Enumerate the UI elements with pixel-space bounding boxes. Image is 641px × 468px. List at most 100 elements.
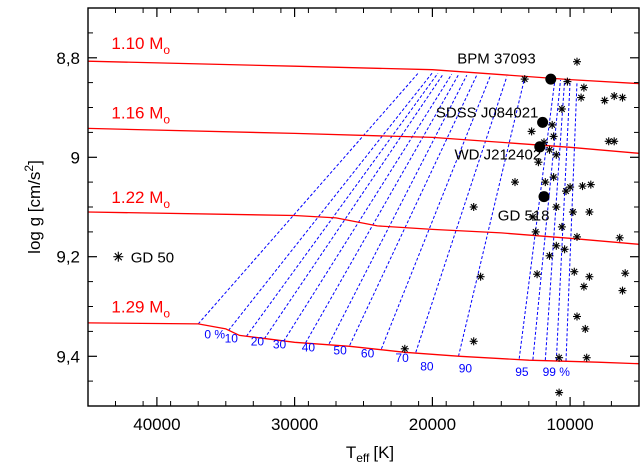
crystallization-line-40 <box>283 73 453 342</box>
label-bpm-37093: BPM 37093 <box>457 51 535 68</box>
crystallization-line-15 <box>555 81 571 361</box>
mass-track-label-2: 1.16 Mo <box>111 103 170 126</box>
star-marker-21 <box>541 178 550 187</box>
mass-track-label-subscript: o <box>163 112 170 126</box>
star-marker-44 <box>618 286 627 295</box>
star-marker-38 <box>533 270 542 279</box>
star-marker-51 <box>555 388 564 397</box>
star-marker-46 <box>581 324 590 333</box>
star-marker-36 <box>615 233 624 242</box>
star-marker-7 <box>600 96 609 105</box>
mass-track-label-value: 1.16 M <box>111 103 163 122</box>
star-marker-24 <box>566 183 575 192</box>
crystallization-line-60 <box>328 74 468 345</box>
crystallization-label-95: 95 <box>515 365 529 379</box>
mass-track-label-1: 1.10 Mo <box>111 34 170 57</box>
crystallization-label-0: 0 % <box>204 327 225 341</box>
mass-track-label-subscript: o <box>163 307 170 321</box>
x-tick-label: 30000 <box>271 415 318 434</box>
star-marker-35 <box>573 232 581 241</box>
star-marker-34 <box>552 241 561 250</box>
star-marker-40 <box>570 267 579 276</box>
dot-wd-j212402 <box>534 141 546 153</box>
star-marker-17 <box>604 137 613 146</box>
crystallization-label-50: 50 <box>333 343 347 357</box>
star-marker-2 <box>563 77 572 86</box>
y-tick-label: 9,2 <box>56 248 80 267</box>
mass-track-label-value: 1.10 M <box>111 34 163 53</box>
crystallization-label-90: 90 <box>459 362 473 376</box>
crystallization-label-10: 10 <box>225 331 239 345</box>
x-tick-label: 10000 <box>546 415 593 434</box>
star-marker-22 <box>549 173 558 182</box>
label-gd-50: GD 50 <box>131 250 174 267</box>
dot-gd-518 <box>538 191 550 203</box>
crystallization-label-60: 60 <box>361 347 375 361</box>
star-marker-27 <box>552 203 561 211</box>
star-marker-25 <box>578 182 587 191</box>
star-marker-18 <box>511 178 519 187</box>
crystallization-line-99 <box>518 79 556 359</box>
label-wd-j212402: WD J212402 <box>454 147 541 164</box>
mass-track-label-subscript: o <box>163 197 170 211</box>
star-marker-20 <box>534 158 543 167</box>
star-marker-45 <box>573 312 581 321</box>
star-marker-42 <box>579 282 588 291</box>
crystallization-label-20: 20 <box>251 334 265 348</box>
star-marker-48 <box>469 337 478 346</box>
crystallization-lines-group <box>197 72 578 362</box>
x-tick-label: 40000 <box>133 415 180 434</box>
crystallization-line-0 <box>197 72 419 325</box>
y-axis-title-end: ] <box>25 160 44 165</box>
axis-ticks-group: 40000 30000 20000 10000 8,8 9 9,2 9,4 <box>56 7 640 434</box>
star-marker-3 <box>573 57 581 66</box>
star-marker-1 <box>520 75 529 84</box>
star-marker-15 <box>545 145 554 154</box>
star-marker-19 <box>469 203 478 211</box>
star-marker-28 <box>528 212 537 221</box>
star-marker-49 <box>555 353 564 362</box>
star-marker-26 <box>586 180 595 189</box>
star-marker-41 <box>585 272 594 281</box>
star-marker-32 <box>531 227 540 236</box>
y-axis-title-main: log g [cm/s <box>25 172 44 254</box>
star-marker-10 <box>548 120 557 129</box>
star-marker-8 <box>610 92 619 101</box>
y-tick-label: 9,4 <box>56 347 80 366</box>
y-axis-title-superscript: 2 <box>22 165 36 172</box>
crystallization-line-14 <box>544 80 566 361</box>
star-marker-33 <box>560 245 569 254</box>
named-star-dots-group <box>113 73 557 262</box>
star-marker-37 <box>476 272 485 281</box>
star-marker-16 <box>610 137 619 146</box>
star-marker-9 <box>618 93 627 102</box>
star-marker-4 <box>579 83 588 92</box>
label-gd-518: GD 518 <box>498 207 550 224</box>
mass-tracks-group <box>88 60 639 365</box>
star-marker-31 <box>557 222 566 231</box>
star-marker-39 <box>545 251 554 260</box>
crystallization-line-20 <box>245 72 439 337</box>
mass-track-1 <box>88 60 639 85</box>
star-gd-50 <box>113 251 124 262</box>
x-axis-title-subscript: eff <box>356 451 370 465</box>
mass-track-label-4: 1.29 Mo <box>111 298 170 321</box>
crystallization-line-13 <box>532 80 561 360</box>
crystallization-line-30 <box>263 73 444 340</box>
star-marker-47 <box>400 344 409 353</box>
mass-track-label-3: 1.22 Mo <box>111 188 170 211</box>
star-marker-6 <box>577 93 586 102</box>
star-marker-13 <box>552 150 561 159</box>
crystallization-label-70: 70 <box>395 351 409 365</box>
y-axis-title: log g [cm/s2] <box>22 160 44 254</box>
star-markers-group <box>400 57 630 397</box>
mass-track-3 <box>88 211 639 245</box>
annotations-group: BPM 37093 SDSS J084021 WD J212402 GD 518 GD … <box>111 34 570 379</box>
crystallization-line-50 <box>305 74 459 344</box>
crystallization-label-99: 99 % <box>543 365 571 379</box>
star-marker-50 <box>582 353 591 362</box>
star-marker-5 <box>557 105 566 113</box>
star-marker-30 <box>585 208 594 216</box>
crystallization-line-16 <box>565 82 578 362</box>
star-marker-14 <box>549 132 558 141</box>
